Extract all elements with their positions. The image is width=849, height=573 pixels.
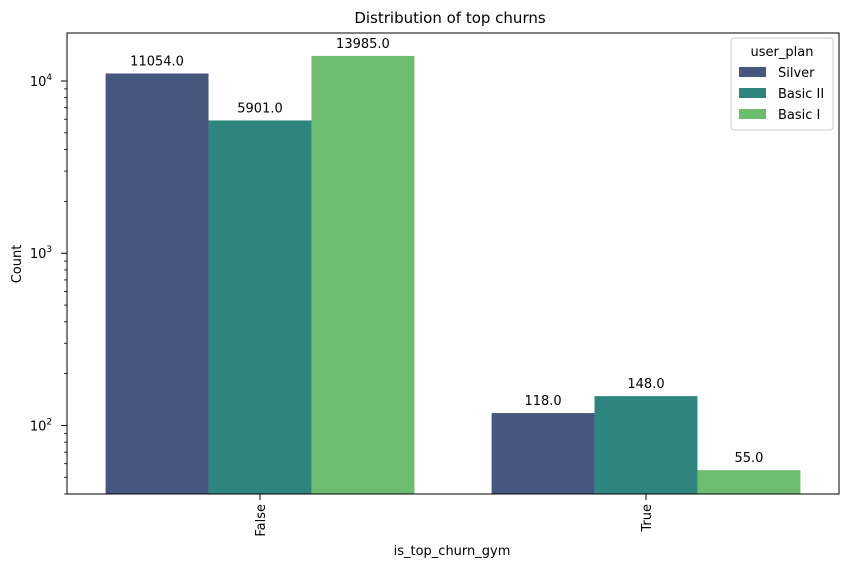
x-axis: False True [254,494,655,537]
y-tick-exponent: 2 [46,417,52,427]
bar-value-label: 55.0 [734,451,763,466]
legend-label: Silver [778,66,815,81]
chart-title: Distribution of top churns [354,9,546,27]
bar-value-label: 118.0 [524,394,561,409]
bar [105,73,209,494]
y-tick-base: 10 [30,75,47,90]
legend-swatch [739,88,766,98]
x-tick-label: True [640,504,655,533]
y-tick-label: 104 [30,73,53,90]
legend: user_plan Silver Basic II Basic I [730,37,834,131]
y-tick-exponent: 3 [46,245,52,255]
x-tick-label: False [254,504,269,537]
y-axis-title: Count [10,245,25,284]
bar [491,413,595,494]
bar [311,55,415,495]
bar-value-label: 11054.0 [130,55,184,70]
bar-value-label: 5901.0 [237,101,283,116]
y-tick-label: 102 [30,417,52,434]
legend-frame [730,37,834,131]
legend-title: user_plan [751,45,814,60]
legend-label: Basic I [778,108,820,123]
y-tick-label: 103 [30,245,52,262]
y-tick-base: 10 [30,419,47,434]
legend-label: Basic II [778,87,824,102]
plot-frame [66,32,840,495]
bar [208,120,312,494]
bar [697,470,801,494]
y-tick-exponent: 4 [46,73,52,83]
bar-value-label: 13985.0 [336,37,390,52]
x-axis-title: is_top_churn_gym [394,544,511,559]
y-tick-base: 10 [30,247,47,262]
legend-swatch [739,67,766,77]
bar [594,396,698,494]
legend-swatch [739,109,766,119]
bar-value-label: 148.0 [627,377,664,392]
plot-area: 11054.0 118.0 5901.0 148.0 13985.0 55.0 [105,37,801,495]
